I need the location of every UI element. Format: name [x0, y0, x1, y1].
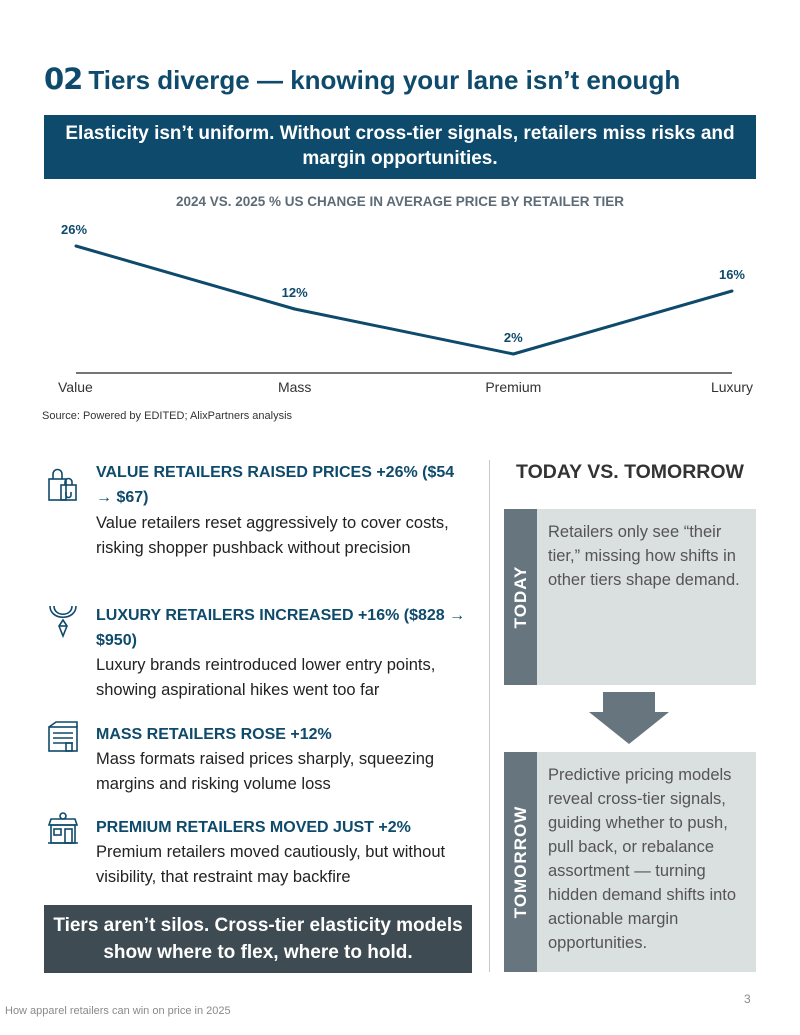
tomorrow-label: TOMORROW [510, 805, 530, 919]
x-tick-label: Mass [278, 379, 311, 395]
key-message-banner: Elasticity isn’t uniform. Without cross-… [44, 115, 756, 179]
page-title: Tiers diverge — knowing your lane isn’t … [88, 65, 681, 95]
footer-text: How apparel retailers can win on price i… [5, 1005, 231, 1017]
takeaway-callout: Tiers aren’t silos. Cross-tier elasticit… [44, 905, 472, 973]
data-point [74, 244, 78, 248]
premium-store-icon [47, 812, 79, 844]
data-label: 2% [504, 330, 523, 345]
insight-body: Premium retailers moved cautiously, but … [96, 843, 446, 886]
data-label: 26% [61, 222, 87, 237]
data-label: 12% [282, 285, 308, 300]
tomorrow-label-bar: TOMORROW [504, 752, 537, 972]
data-point [730, 289, 734, 293]
necklace-icon [49, 605, 77, 639]
insight-body: Mass formats raised prices sharply, sque… [96, 750, 435, 793]
line-chart: 26% Value 12% Mass 2% Premium 16% Luxury [58, 222, 753, 395]
x-tick-label: Premium [485, 379, 541, 395]
today-label: TODAY [510, 565, 530, 629]
insight-body: Value retailers reset aggressively to co… [96, 514, 449, 557]
insight-heading: VALUE RETAILERS RAISED PRICES +26% ($54 … [96, 464, 455, 506]
series-line [75, 244, 733, 356]
column-divider [489, 460, 490, 972]
page-number: 3 [744, 992, 751, 1006]
data-point [511, 352, 515, 356]
today-label-bar: TODAY [504, 509, 537, 685]
mass-store-icon [48, 721, 78, 752]
section-heading: 02 Tiers diverge — knowing your lane isn’… [44, 62, 680, 102]
arrow-down-icon [589, 692, 669, 744]
chart-title: 2024 VS. 2025 % US CHANGE IN AVERAGE PRI… [175, 194, 625, 209]
data-point [293, 307, 297, 311]
insight-heading: MASS RETAILERS ROSE +12% [96, 726, 332, 743]
shopping-bags-icon [48, 468, 77, 501]
insight-heading: LUXURY RETAILERS INCREASED +16% ($828 → … [96, 607, 466, 649]
x-tick-label: Value [58, 379, 93, 395]
insight-body: Luxury brands reintroduced lower entry p… [96, 656, 436, 699]
source-note: Source: Powered by EDITED; AlixPartners … [42, 410, 293, 422]
data-label: 16% [719, 267, 745, 282]
today-panel: Retailers only see “their tier,” missing… [537, 509, 756, 685]
tomorrow-panel: Predictive pricing models reveal cross-t… [537, 752, 756, 972]
today-tomorrow-title: TODAY VS. TOMORROW [516, 461, 744, 483]
section-number: 02 [44, 62, 83, 96]
insight-heading: PREMIUM RETAILERS MOVED JUST +2% [96, 819, 411, 836]
x-tick-label: Luxury [711, 379, 753, 395]
